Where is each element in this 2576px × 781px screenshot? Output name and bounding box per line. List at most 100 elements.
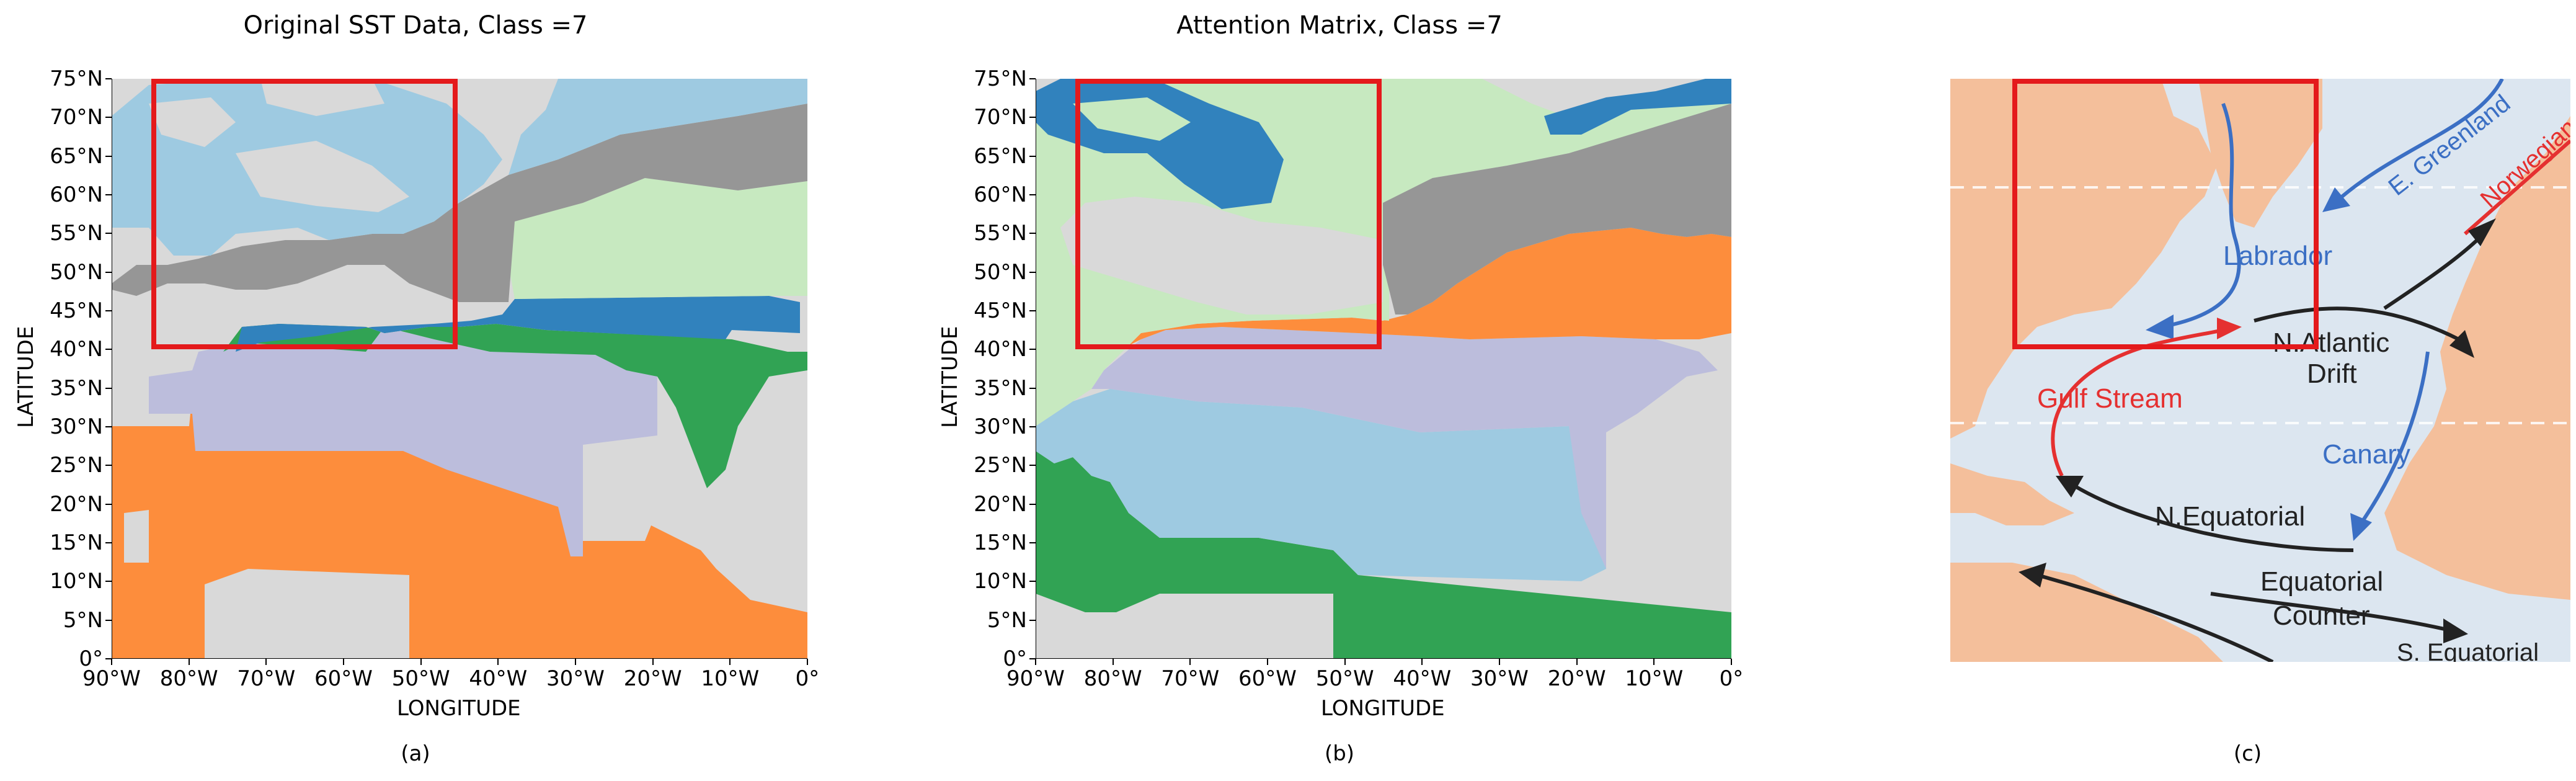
region-a-orange-hole-2 — [124, 510, 149, 563]
panel-b: Attention Matrix, Class =7 LATITUDE 75°N… — [924, 0, 1755, 781]
region-b-darkgray — [1383, 104, 1731, 315]
y-tick-label: 70°N — [974, 105, 1027, 130]
y-tick-mark — [1029, 426, 1036, 427]
y-tick-mark — [105, 465, 112, 466]
e-greenland-arrowhead — [2322, 187, 2350, 212]
region-a-green — [223, 324, 807, 488]
region-a-gray-patch-2 — [149, 97, 236, 147]
label-canary: Canary — [2322, 439, 2410, 470]
s-equatorial-current — [2036, 573, 2274, 662]
x-tick-label: 40°W — [1393, 666, 1452, 691]
y-tick-mark — [1029, 233, 1036, 234]
x-tick-label: 70°W — [237, 666, 296, 691]
y-tick-label: 55°N — [974, 221, 1027, 246]
label-natlantic-1: N.Atlantic — [2273, 328, 2389, 358]
x-tick-label: 30°W — [1470, 666, 1529, 691]
label-natlantic-2: Drift — [2307, 359, 2357, 389]
panel-a-ylabel: LATITUDE — [14, 326, 38, 428]
norwegian-current — [2464, 139, 2570, 236]
y-tick-mark — [1029, 155, 1036, 157]
x-tick-label: 40°W — [469, 666, 528, 691]
x-tick-label: 50°W — [1315, 666, 1374, 691]
panel-b-caption: (b) — [1324, 741, 1355, 766]
n-atlantic-drift-branch-arrowhead — [2468, 218, 2496, 246]
x-tick-mark — [1731, 659, 1732, 665]
n-atlantic-drift-branch — [2383, 232, 2485, 310]
x-tick-mark — [575, 659, 576, 665]
x-tick-mark — [1576, 659, 1578, 665]
y-tick-mark — [105, 117, 112, 118]
y-tick-mark — [1029, 658, 1036, 659]
y-tick-label: 20°N — [974, 491, 1027, 517]
region-b-blue-ne — [1544, 79, 1731, 135]
panel-a-map — [112, 79, 807, 659]
y-tick-mark — [105, 426, 112, 427]
y-tick-label: 0° — [79, 646, 103, 671]
x-tick-label: 60°W — [1238, 666, 1297, 691]
canary-current — [2358, 351, 2430, 527]
n-atlantic-drift-arrowhead — [2449, 330, 2474, 358]
region-b-orange — [1129, 228, 1731, 346]
x-tick-mark — [1189, 659, 1191, 665]
y-tick-mark — [1029, 271, 1036, 273]
ocean-currents-map: Labrador E. Greenland Norwegian N.Atlant… — [1950, 79, 2570, 662]
x-tick-mark — [1344, 659, 1346, 665]
y-tick-label: 50°N — [50, 259, 103, 285]
y-tick-label: 25°N — [974, 453, 1027, 478]
y-tick-label: 30°N — [50, 414, 103, 439]
south-america-land — [1950, 563, 2223, 662]
y-tick-label: 35°N — [50, 375, 103, 401]
panel-c: Labrador E. Greenland Norwegian N.Atlant… — [1950, 0, 2576, 781]
y-tick-mark — [1029, 581, 1036, 582]
x-tick-mark — [343, 659, 344, 665]
x-tick-label: 80°W — [159, 666, 218, 691]
y-tick-label: 15°N — [974, 530, 1027, 555]
panel-b-title: Attention Matrix, Class =7 — [1176, 11, 1503, 40]
x-tick-label: 70°W — [1161, 666, 1220, 691]
x-tick-label: 10°W — [701, 666, 760, 691]
gulf-stream-arrowhead — [2217, 318, 2242, 339]
label-gulf: Gulf Stream — [2037, 383, 2183, 414]
x-tick-mark — [807, 659, 808, 665]
panel-b-map — [1036, 79, 1731, 659]
y-tick-label: 20°N — [50, 491, 103, 517]
y-tick-label: 30°N — [974, 414, 1027, 439]
y-tick-label: 40°N — [974, 337, 1027, 362]
panel-c-caption: (c) — [2233, 741, 2262, 766]
x-tick-label: 0° — [1719, 666, 1744, 691]
panel-a-highlight-box — [151, 79, 458, 349]
caribbean-land — [1950, 463, 2074, 525]
x-tick-mark — [497, 659, 499, 665]
region-b-gray-center — [1060, 197, 1383, 315]
y-tick-mark — [1029, 542, 1036, 543]
x-tick-label: 90°W — [1006, 666, 1065, 691]
x-tick-mark — [1267, 659, 1268, 665]
y-tick-mark — [1029, 117, 1036, 118]
y-tick-label: 65°N — [974, 143, 1027, 169]
europe-land — [2384, 116, 2570, 600]
y-tick-mark — [105, 78, 112, 79]
y-tick-mark — [105, 503, 112, 505]
region-b-green — [1036, 451, 1731, 659]
x-tick-label: 10°W — [1625, 666, 1684, 691]
x-tick-label: 50°W — [391, 666, 450, 691]
x-tick-mark — [1112, 659, 1114, 665]
x-tick-mark — [188, 659, 190, 665]
y-tick-label: 15°N — [50, 530, 103, 555]
region-a-darkgray — [112, 104, 807, 302]
x-tick-mark — [1653, 659, 1655, 665]
panel-a-xlabel: LONGITUDE — [397, 696, 521, 721]
y-tick-label: 45°N — [50, 298, 103, 323]
x-tick-mark — [1035, 659, 1036, 665]
y-tick-mark — [1029, 78, 1036, 79]
panel-b-xlabel: LONGITUDE — [1321, 696, 1445, 721]
x-tick-mark — [1421, 659, 1423, 665]
region-a-orange-hole-1 — [205, 569, 409, 659]
y-tick-mark — [1029, 310, 1036, 311]
panel-a: Original SST Data, Class =7 LATITUDE 75°… — [0, 0, 831, 781]
y-tick-mark — [105, 271, 112, 273]
y-tick-label: 5°N — [987, 607, 1027, 633]
y-tick-label: 55°N — [50, 221, 103, 246]
s-equatorial-arrowhead — [2019, 563, 2046, 587]
x-tick-label: 20°W — [1547, 666, 1606, 691]
